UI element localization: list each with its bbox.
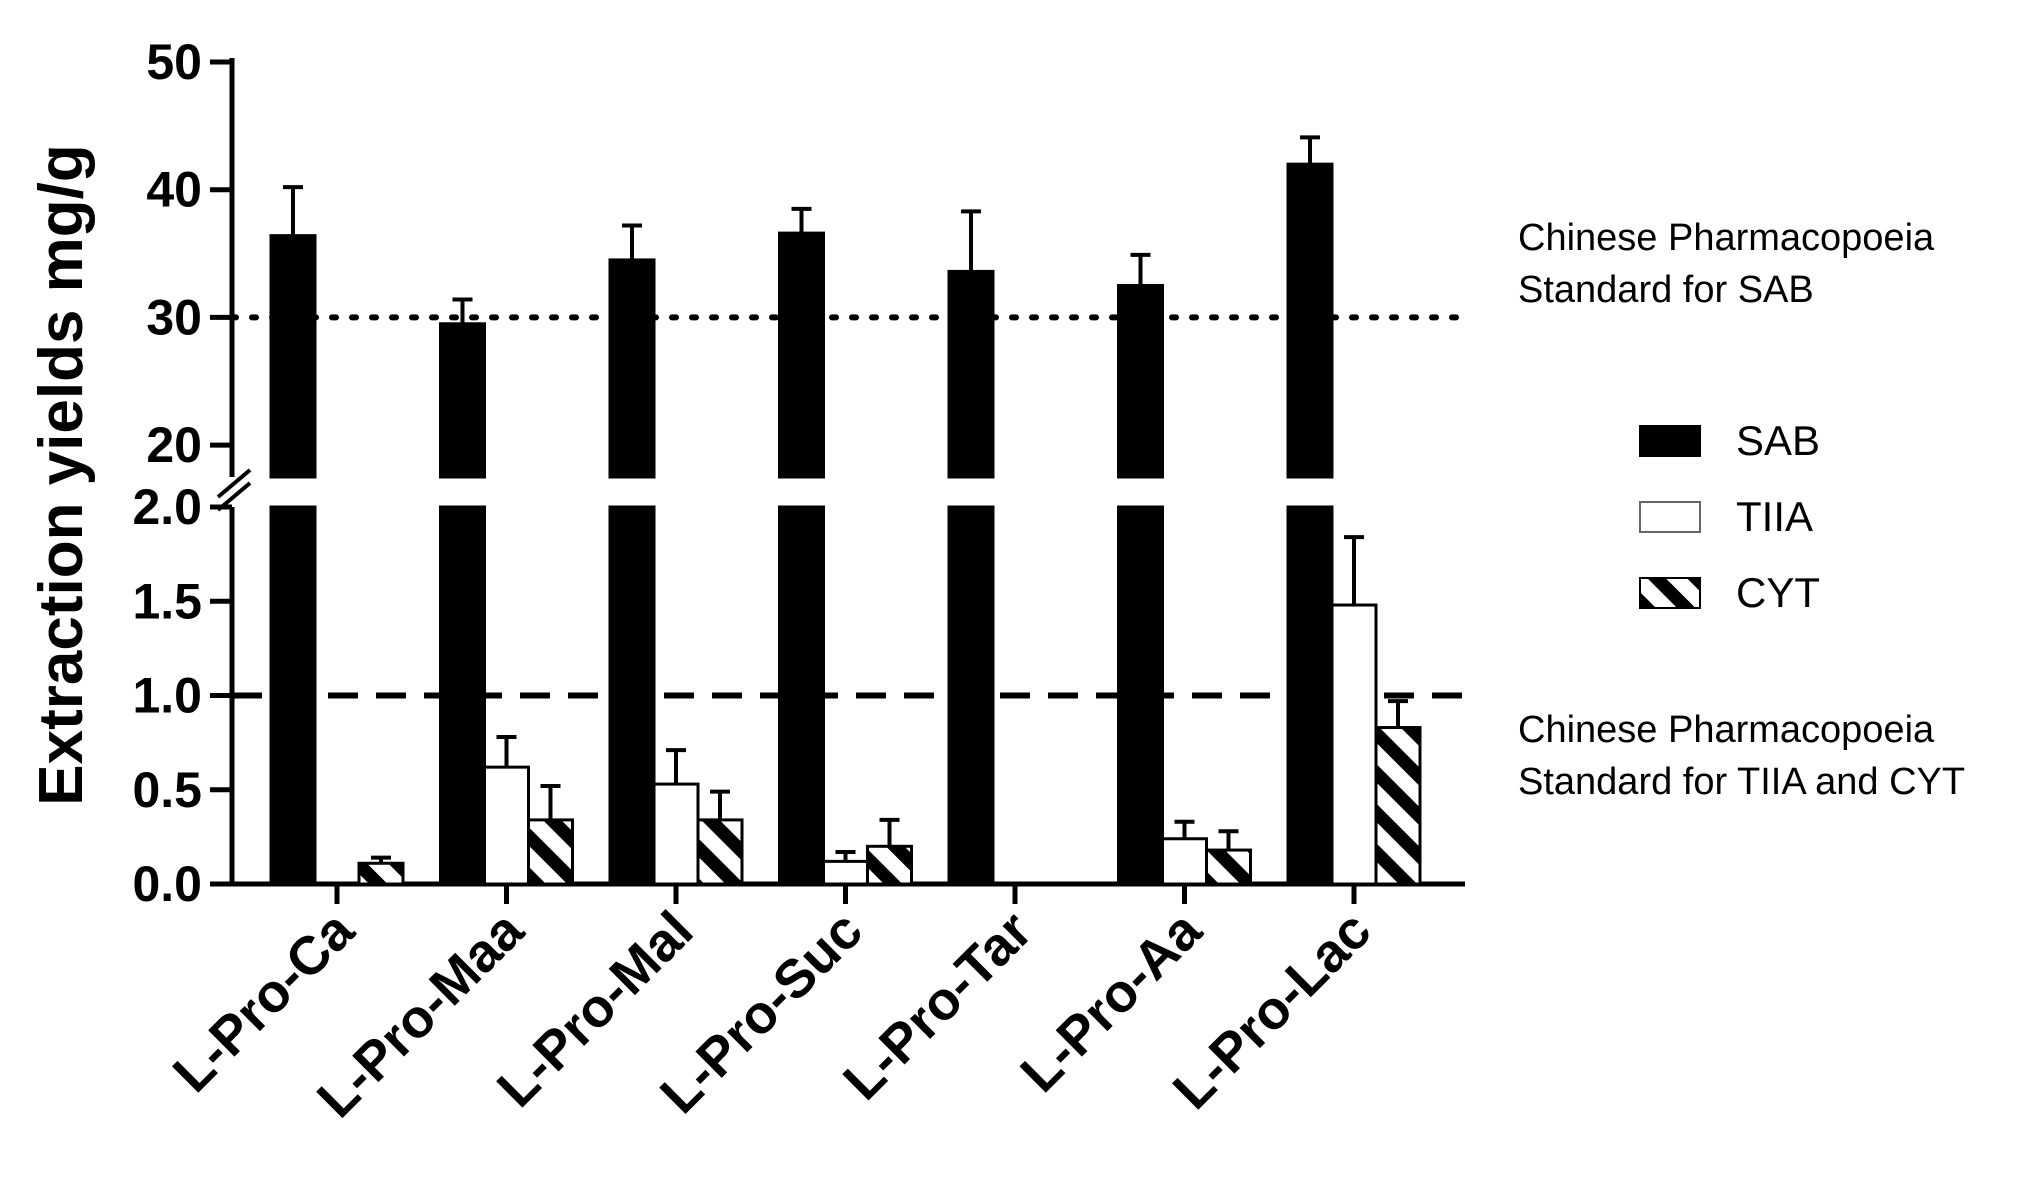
bar-sab	[269, 234, 317, 479]
y-tick-label-lower: 0.5	[132, 762, 202, 818]
bar-cyt	[866, 844, 913, 886]
bar-cyt	[357, 861, 405, 886]
bar-sab-lower	[608, 505, 656, 886]
bar-tiia	[1330, 603, 1378, 886]
x-tick-label: L-Pro-Tar	[832, 900, 1043, 1111]
axis-break-mark	[216, 468, 252, 499]
bar-tiia	[1161, 837, 1208, 886]
y-tick-label-lower: 0.0	[132, 856, 202, 912]
y-tick-label-lower: 1.0	[132, 668, 202, 724]
bar-tiia	[483, 765, 530, 886]
legend-label-sab: SAB	[1736, 417, 1820, 464]
bar-sab-lower	[778, 505, 825, 886]
bar-sab	[439, 322, 486, 479]
y-tick-label-upper: 50	[146, 34, 202, 90]
legend-swatch-sab	[1639, 425, 1701, 457]
reference-line-label: Chinese Pharmacopoeia	[1518, 709, 1935, 751]
reference-line-label: Standard for SAB	[1518, 269, 1814, 311]
bar-sab-lower	[439, 505, 486, 886]
bar-sab	[778, 231, 825, 479]
bar-tiia	[822, 859, 869, 886]
legend-swatch-tiia	[1639, 501, 1701, 533]
y-tick-label-upper: 20	[146, 417, 202, 473]
bar-sab-lower	[947, 505, 995, 886]
bar-sab-lower	[1117, 505, 1164, 886]
y-axis-label: Extraction yields mg/g	[27, 144, 96, 806]
y-tick-label-upper: 30	[146, 289, 202, 345]
bar-cyt	[1205, 848, 1252, 886]
bar-sab	[1286, 162, 1334, 479]
bar-cyt	[696, 818, 744, 886]
y-tick-label-lower: 2.0	[132, 479, 202, 535]
bar-cyt	[527, 818, 574, 886]
bar-sab	[947, 269, 995, 479]
bar-sab	[1117, 283, 1164, 479]
y-tick-label-upper: 40	[146, 162, 202, 218]
reference-line-label: Standard for TIIA and CYT	[1518, 761, 1965, 803]
bar-cyt	[1374, 726, 1422, 886]
reference-line-label: Chinese Pharmacopoeia	[1518, 217, 1935, 259]
legend-swatch-cyt	[1639, 577, 1701, 609]
bar-tiia	[652, 782, 700, 886]
bar-sab	[608, 258, 656, 479]
legend-label-cyt: CYT	[1736, 569, 1820, 616]
y-tick-label-lower: 1.5	[132, 573, 202, 629]
legend-label-tiia: TIIA	[1736, 493, 1813, 540]
bar-sab-lower	[269, 505, 317, 886]
bar-sab-lower	[1286, 505, 1334, 886]
